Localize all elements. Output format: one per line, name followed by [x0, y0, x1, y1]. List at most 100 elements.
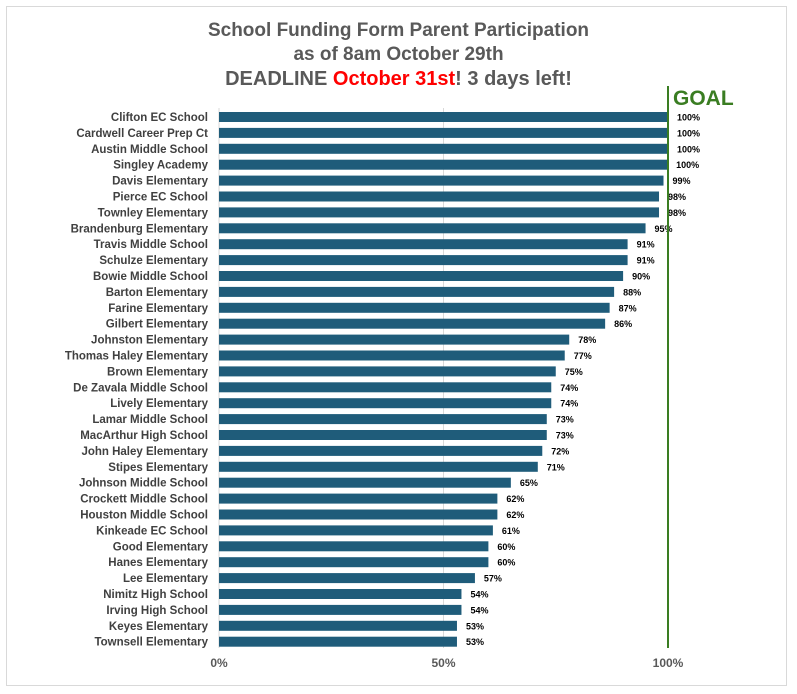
goal-label: GOAL [673, 87, 734, 110]
category-label: Schulze Elementary [99, 255, 208, 267]
bar [219, 255, 628, 266]
category-label: Houston Middle School [80, 510, 208, 522]
category-label: Crockett Middle School [80, 494, 208, 506]
bar [219, 430, 547, 440]
category-label: Stipes Elementary [108, 462, 208, 474]
category-label: Keyes Elementary [109, 621, 209, 633]
bar [219, 414, 547, 425]
data-label: 91% [637, 256, 655, 266]
bar [219, 112, 668, 122]
category-label: Brown Elementary [107, 366, 209, 378]
bar [219, 207, 660, 218]
category-label: Davis Elementary [112, 176, 208, 188]
category-label: Singley Academy [113, 160, 208, 172]
bar [219, 541, 489, 552]
category-label: John Haley Elementary [81, 446, 208, 458]
bar [219, 620, 457, 631]
category-label: Bowie Middle School [93, 271, 208, 283]
bar [219, 573, 475, 584]
data-label: 98% [668, 192, 686, 202]
category-label: Travis Middle School [94, 239, 208, 251]
category-label: MacArthur High School [80, 430, 208, 442]
bar [219, 159, 668, 170]
data-label: 62% [506, 494, 524, 504]
bar [219, 445, 543, 456]
bar [219, 382, 552, 393]
category-label: Johnson Middle School [79, 478, 208, 490]
bar [219, 557, 489, 568]
category-label: Good Elementary [113, 541, 209, 553]
data-label: 87% [619, 303, 637, 313]
category-label: Lee Elementary [123, 573, 209, 585]
data-label: 75% [565, 367, 583, 377]
category-label: Gilbert Elementary [106, 319, 209, 331]
data-label: 90% [632, 272, 650, 282]
bar [219, 589, 462, 599]
category-label: Nimitz High School [103, 589, 208, 601]
data-label: 86% [614, 319, 632, 329]
data-label: 62% [506, 510, 524, 520]
category-label: Townsell Elementary [94, 637, 208, 649]
data-label: 60% [497, 542, 515, 552]
bar [219, 191, 660, 202]
category-label: De Zavala Middle School [73, 382, 208, 394]
data-label: 100% [677, 113, 700, 123]
category-label: Irving High School [106, 605, 208, 617]
category-label: Townley Elementary [98, 207, 209, 219]
data-label: 73% [556, 415, 574, 425]
chart-title-line-3: DEADLINE October 31st! 3 days left! [0, 66, 797, 92]
bar [219, 127, 668, 138]
data-label: 100% [677, 128, 700, 138]
data-label: 54% [470, 605, 488, 615]
category-label: Johnston Elementary [91, 335, 209, 347]
bar [219, 477, 511, 488]
deadline-date: October 31st [332, 68, 456, 90]
data-label: 61% [502, 526, 520, 536]
bar [219, 461, 538, 472]
bar [219, 525, 493, 536]
category-label: Cardwell Career Prep Ct [76, 128, 208, 140]
data-label: 60% [497, 558, 515, 568]
bar [219, 350, 565, 361]
data-label: 53% [466, 621, 484, 631]
chart-title-line-1: School Funding Form Parent Participation [207, 20, 590, 41]
data-label: 65% [520, 478, 538, 488]
bar [219, 271, 624, 281]
data-label: 100% [676, 160, 699, 170]
bar [219, 398, 552, 409]
data-label: 57% [484, 574, 502, 584]
deadline-suffix: ! 3 days left! [455, 68, 572, 90]
category-label: Clifton EC School [111, 112, 208, 124]
bar [219, 286, 615, 297]
bar [219, 366, 556, 377]
bar [219, 493, 498, 504]
data-label: 53% [466, 637, 484, 647]
deadline-prefix: DEADLINE [225, 68, 333, 90]
data-label: 91% [637, 240, 655, 250]
bar [219, 509, 498, 520]
category-label: Barton Elementary [106, 287, 209, 299]
bar [219, 239, 628, 250]
data-label: 100% [677, 144, 700, 154]
bar [219, 636, 457, 647]
bar [219, 604, 462, 615]
data-label: 98% [668, 208, 686, 218]
data-label: 73% [556, 431, 574, 441]
x-tick-label: 100% [653, 656, 684, 670]
category-label: Pierce EC School [113, 192, 208, 204]
bar [219, 223, 646, 234]
category-label: Austin Middle School [91, 144, 208, 156]
bar [219, 175, 664, 186]
x-tick-label: 0% [210, 656, 228, 670]
bar [219, 143, 668, 154]
bar [219, 318, 606, 329]
category-label: Thomas Haley Elementary [65, 351, 209, 363]
chart-title-line-2: as of 8am October 29th [293, 44, 504, 65]
data-label: 74% [560, 383, 578, 393]
bar [219, 302, 610, 313]
category-label: Farine Elementary [108, 303, 208, 315]
category-label: Lamar Middle School [92, 414, 208, 426]
data-label: 71% [547, 462, 565, 472]
data-label: 95% [655, 224, 673, 234]
